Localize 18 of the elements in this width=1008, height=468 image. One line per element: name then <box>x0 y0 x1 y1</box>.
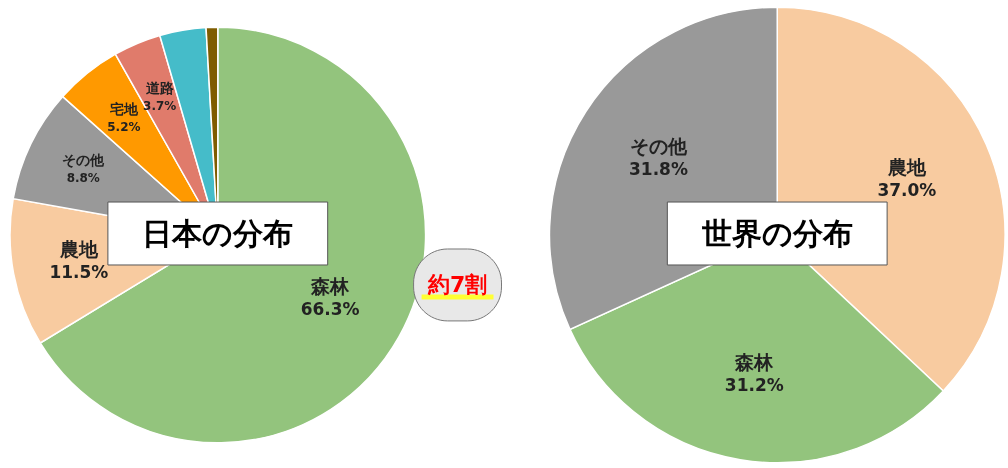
slice-label: その他 <box>62 152 106 169</box>
data-label: 37.0% <box>877 179 937 200</box>
slice-label: 道路 <box>145 79 174 96</box>
slice-label: 森林 <box>734 350 775 373</box>
slice-label: 森林 <box>310 274 351 297</box>
data-label: 31.8% <box>629 159 688 180</box>
data-label: 66.3% <box>300 299 360 320</box>
text: 世界の分布 <box>700 215 853 251</box>
slice-label: 宅地 <box>109 101 139 118</box>
data-label: 5.2% <box>107 119 141 134</box>
slice-label: その他 <box>629 135 688 158</box>
data-label: 11.5% <box>49 261 109 282</box>
slice-label: 農地 <box>58 237 99 260</box>
text: 約7割 <box>426 271 488 297</box>
data-label: 8.8% <box>66 170 100 185</box>
slice-label: 農地 <box>886 155 927 178</box>
data-label: 31.2% <box>724 375 784 396</box>
text: 日本の分布 <box>142 215 294 251</box>
